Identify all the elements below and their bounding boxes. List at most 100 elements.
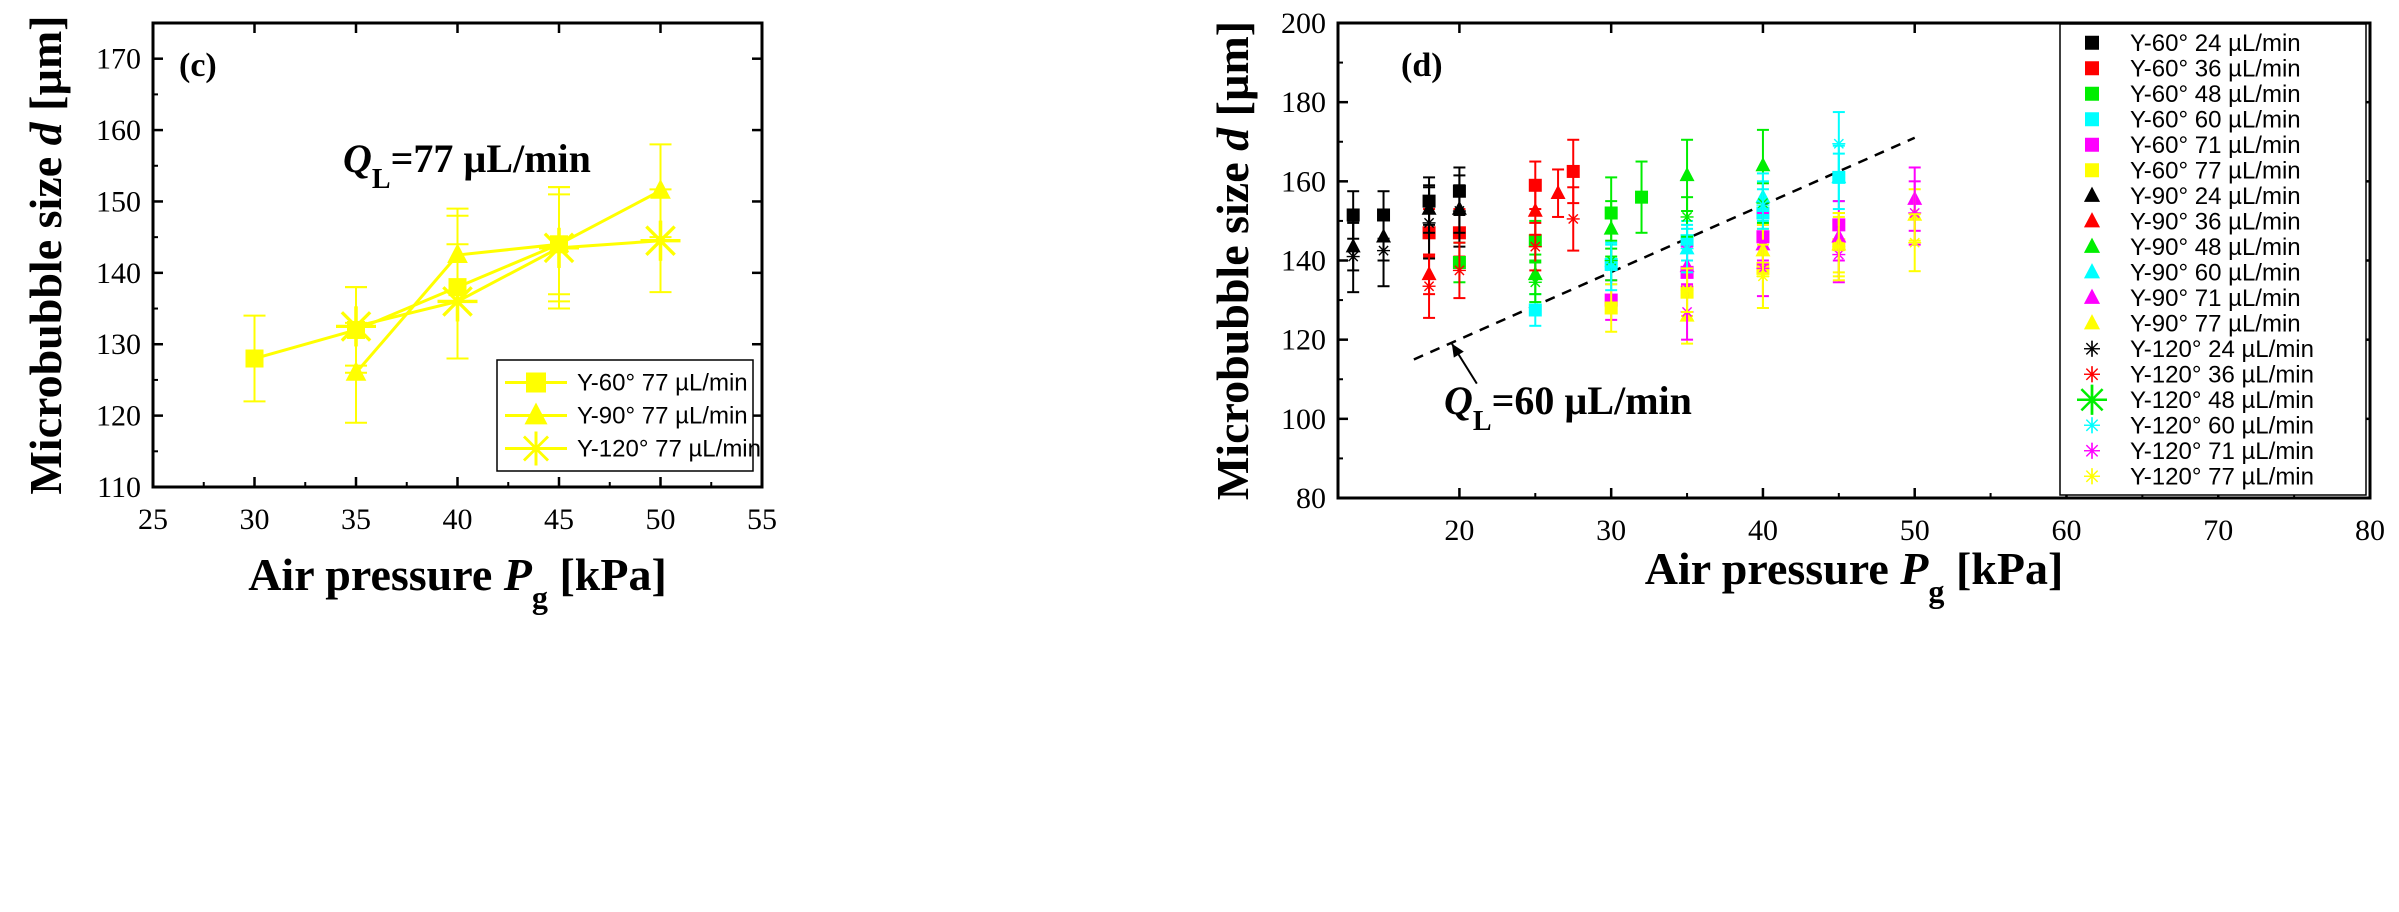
data-point [336,306,376,347]
series-8 [1421,168,1566,296]
x-tick-label: 30 [1596,514,1626,547]
legend-label: Y-90° 60 µL/min [2130,259,2301,286]
legend-marker [2084,417,2100,434]
series-line [354,189,662,374]
y-tick-label: 140 [1281,245,1326,278]
chart-d: 20 30 40 50 60 70 80 80 100 120 140 160 180 200 Air pr… [1207,7,2385,609]
data-point [1604,301,1618,315]
data-point [1528,178,1542,192]
data-point [539,227,579,268]
series-18 [1680,212,1922,313]
legend-label: Y-120° 71 µL/min [2130,438,2314,465]
legend-marker [524,402,548,425]
legend-marker [2085,163,2099,178]
y-tick-label: 200 [1281,7,1326,40]
legend-marker [2077,384,2107,415]
x-tick-label: 25 [138,503,168,536]
legend-label: Y-60° 24 µL/min [2130,30,2301,57]
legend: Y-60° 77 µL/min Y-90° 77 µL/min Y-120° 77 … [496,359,761,472]
series-9 [1527,128,1771,296]
y-tick-label: 120 [1281,324,1326,357]
legend-marker [2083,314,2101,330]
y-tick-label: 120 [96,400,141,433]
chart-c: 25 30 35 40 45 50 55 110 120 130 140 150 160 170 Air p… [20,15,777,615]
legend-label: Y-120° 60 µL/min [2130,412,2314,439]
data-point [1756,269,1770,283]
data-point [1527,202,1543,217]
legend-marker [2084,442,2100,459]
x-tick-label: 50 [1900,514,1930,547]
series-7 [1345,184,1467,272]
legend-marker [2085,61,2099,76]
legend-label: Y-60° 48 µL/min [2130,81,2301,108]
y-axis-label: Microbubble size d [µm] [1207,21,1258,500]
x-tick-label: 40 [443,503,473,536]
y-tick-label: 110 [97,471,141,504]
y-tick-label: 180 [1281,86,1326,119]
legend-marker [519,431,553,466]
y-tick-label: 130 [96,328,141,361]
data-point [1679,166,1695,182]
x-tick-label: 40 [1748,514,1778,547]
x-axis-label: Air pressure Pg [kPa] [248,549,667,615]
legend-label: Y-120° 36 µL/min [2130,361,2314,388]
legend-label: Y-90° 36 µL/min [2130,208,2301,235]
series-line [254,242,560,360]
legend-marker [2084,468,2100,485]
legend-label: Y-120° 77 µL/min [577,436,761,463]
y-tick-label: 160 [1281,165,1326,198]
data-point [640,220,681,261]
data-point [1566,212,1580,226]
data-point [1680,283,1694,297]
x-tick-label: 35 [341,503,371,536]
legend-marker [526,372,546,393]
legend-label: Y-120° 48 µL/min [2130,387,2314,414]
x-tick-label: 60 [2051,514,2081,547]
data-point [1566,164,1580,178]
data-point [1635,190,1649,204]
data-point [1528,303,1542,317]
legend-marker [2083,212,2101,228]
legend-marker [2085,86,2099,101]
series-3 [336,186,681,367]
data-point [1452,204,1466,218]
legend-label: Y-60° 36 µL/min [2130,55,2301,82]
series-12 [1679,188,1923,345]
annotation-arrowhead [1451,343,1464,358]
data-point [1604,259,1618,273]
y-tick-label: 170 [96,43,141,76]
legend-marker [2084,340,2100,357]
legend-marker [2085,112,2099,127]
series-15 [1528,182,1770,304]
data-point [1832,137,1846,151]
series-14 [1422,186,1580,319]
x-tick-label: 70 [2203,514,2233,547]
data-point [1756,198,1770,212]
data-point [1422,279,1436,293]
x-tick-label: 50 [646,503,676,536]
legend-label: Y-90° 77 µL/min [2130,310,2301,337]
data-point [1346,250,1360,264]
x-tick-label: 30 [240,503,270,536]
legend-label: Y-90° 24 µL/min [2130,183,2301,210]
legend-label: Y-60° 60 µL/min [2130,106,2301,133]
legend-marker [2083,237,2101,253]
x-axis-label: Air pressure Pg [kPa] [1645,543,2064,609]
data-point [1422,216,1436,230]
legend-label: Y-90° 77 µL/min [577,403,748,430]
legend-marker [2085,137,2099,152]
legend-label: Y-60° 77 µL/min [2130,157,2301,184]
data-point [345,361,367,381]
y-tick-label: 100 [1281,403,1326,436]
legend-box [2059,23,2367,496]
legend-marker [2085,35,2099,50]
data-point [1680,242,1694,256]
series-line [355,239,661,328]
panel-label: (c) [179,47,217,84]
data-point [1452,263,1466,277]
data-point [1680,210,1694,224]
data-point [1908,236,1922,250]
series-17 [1680,180,1922,341]
legend-marker [2083,186,2101,202]
